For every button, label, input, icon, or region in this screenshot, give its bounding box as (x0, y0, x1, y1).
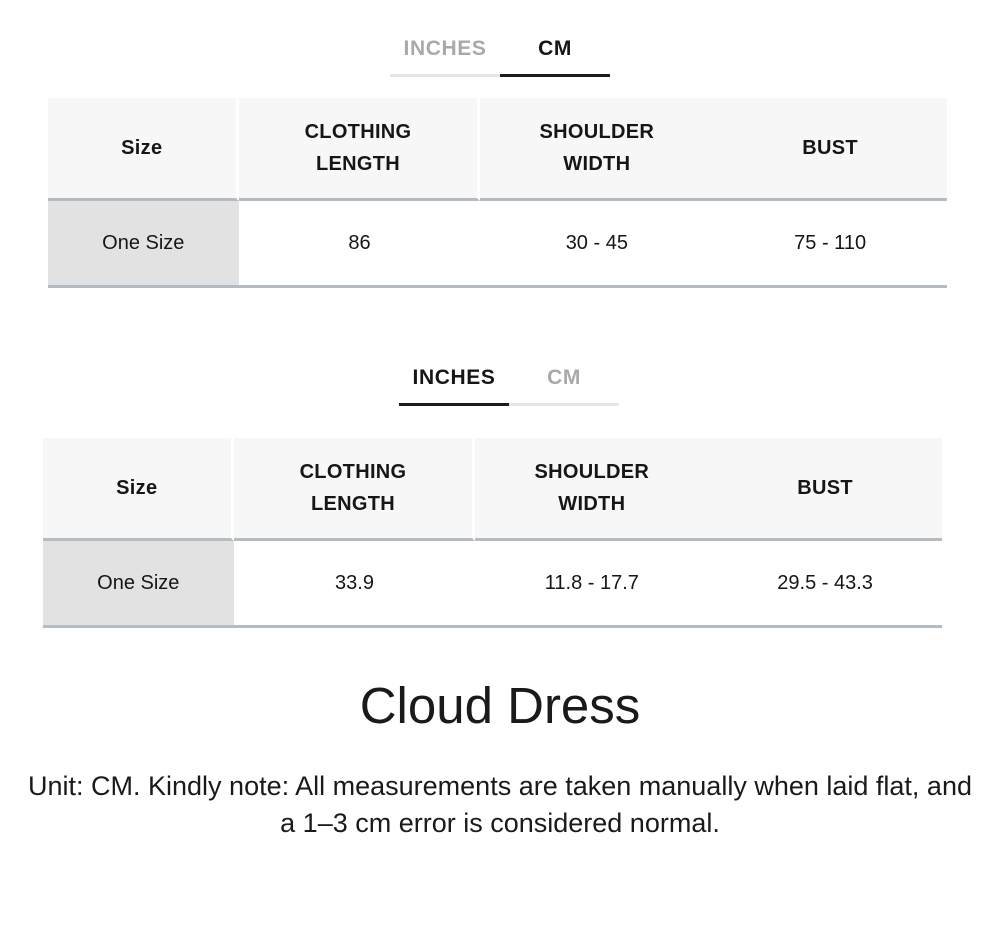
col-header-size-label: Size (121, 137, 163, 159)
inches-size-chart-section: INCHES CM Size CLOTHING LENGTH SHOULDER … (0, 366, 1000, 628)
header-row: Size CLOTHING LENGTH SHOULDER WIDTH BUST (48, 98, 947, 201)
col-header-shoulder-width-label: SHOULDER WIDTH (534, 461, 650, 515)
cell-size: One Size (43, 541, 234, 628)
col-header-clothing-length: CLOTHING LENGTH (238, 98, 481, 201)
col-header-shoulder-width: SHOULDER WIDTH (480, 98, 714, 201)
header-row: Size CLOTHING LENGTH SHOULDER WIDTH BUST (43, 438, 942, 541)
cell-shoulder-width: 30 - 45 (480, 201, 714, 288)
col-header-bust-label: BUST (797, 477, 853, 499)
col-header-clothing-length: CLOTHING LENGTH (233, 438, 476, 541)
col-header-size: Size (43, 438, 234, 541)
col-header-bust-label: BUST (802, 137, 858, 159)
col-header-clothing-length-label: CLOTHING LENGTH (304, 121, 412, 175)
col-header-size-label: Size (116, 477, 158, 499)
col-header-bust: BUST (708, 438, 942, 541)
col-header-bust: BUST (713, 98, 947, 201)
unit-toggle-cm-chart: INCHES CM (0, 37, 1000, 77)
cell-bust: 29.5 - 43.3 (708, 541, 942, 628)
tab-cm[interactable]: CM (509, 366, 619, 406)
cm-size-chart-section: INCHES CM Size CLOTHING LENGTH SHOULDER … (0, 37, 1000, 288)
cell-bust: 75 - 110 (713, 201, 947, 288)
col-header-shoulder-width: SHOULDER WIDTH (475, 438, 709, 541)
size-table-inches: Size CLOTHING LENGTH SHOULDER WIDTH BUST… (43, 438, 942, 628)
col-header-size: Size (48, 98, 239, 201)
product-title: Cloud Dress (359, 677, 641, 734)
tab-inches[interactable]: INCHES (399, 366, 509, 406)
unit-toggle-inches-chart: INCHES CM (9, 366, 1000, 406)
table-row: One Size 33.9 11.8 - 17.7 29.5 - 43.3 (43, 541, 942, 628)
cell-size: One Size (48, 201, 239, 288)
col-header-shoulder-width-label: SHOULDER WIDTH (539, 121, 655, 175)
size-table-cm: Size CLOTHING LENGTH SHOULDER WIDTH BUST… (48, 98, 947, 288)
cell-clothing-length: 33.9 (233, 541, 476, 628)
cell-clothing-length: 86 (238, 201, 481, 288)
col-header-clothing-length-label: CLOTHING LENGTH (299, 461, 407, 515)
cell-shoulder-width: 11.8 - 17.7 (475, 541, 709, 628)
measurement-note: Unit: CM. Kindly note: All measurements … (28, 771, 972, 838)
tab-inches[interactable]: INCHES (390, 37, 500, 77)
tab-cm[interactable]: CM (500, 37, 610, 77)
table-row: One Size 86 30 - 45 75 - 110 (48, 201, 947, 288)
size-guide-page: INCHES CM Size CLOTHING LENGTH SHOULDER … (0, 37, 1000, 842)
